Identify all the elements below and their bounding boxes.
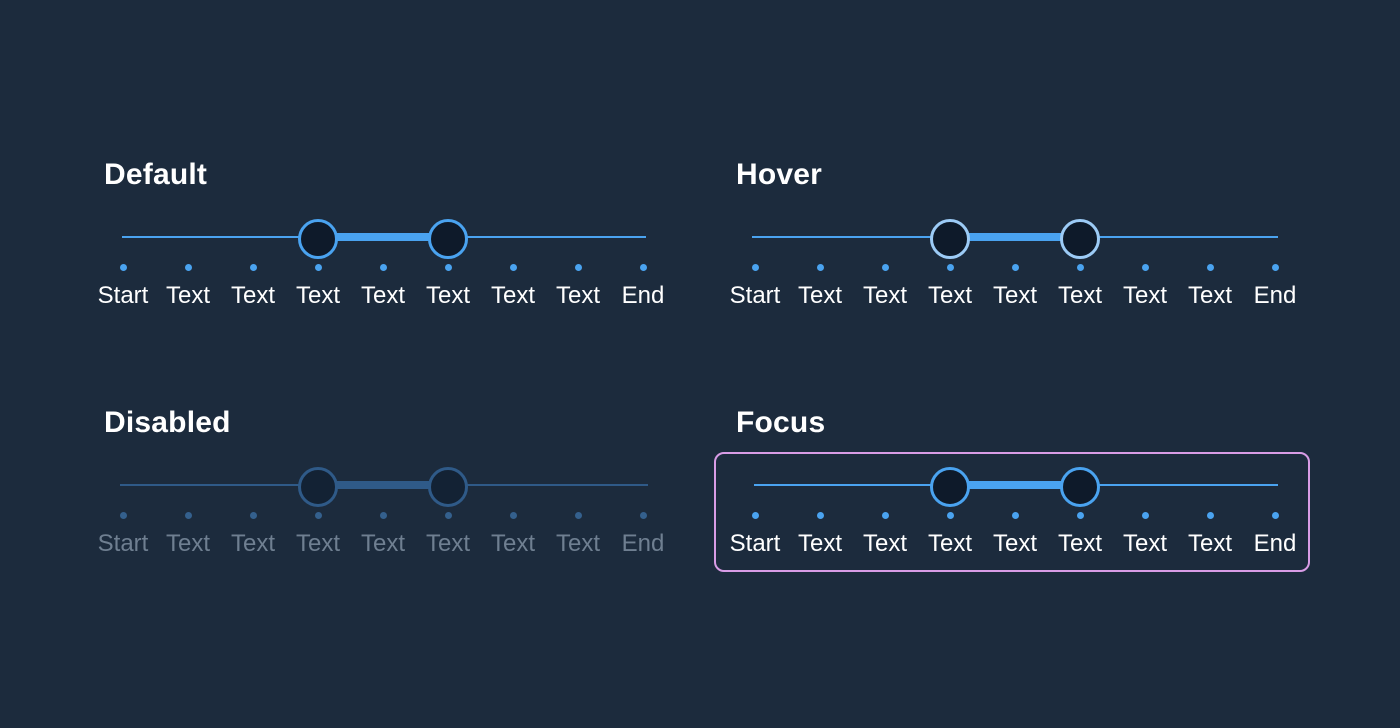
slider-tick-mark — [751, 264, 759, 271]
slider-tick-label: Text — [862, 530, 907, 557]
slider-tick-label: Text — [927, 282, 972, 309]
slider-tick-mark — [1271, 264, 1279, 271]
slider-tick-mark — [1011, 512, 1019, 519]
slider-tick-label: Text — [992, 282, 1037, 309]
slider-tick-mark — [1011, 264, 1019, 271]
slider-tick-mark — [1206, 264, 1214, 271]
slider-thumb-high[interactable] — [428, 219, 468, 259]
slider-tick-mark — [119, 512, 127, 519]
slider-thumb-low — [298, 467, 338, 507]
slider-tick-mark — [751, 512, 759, 519]
slider-tick-label: Text — [490, 282, 535, 309]
slider-tick-label: Text — [1187, 530, 1232, 557]
default-title: Default — [104, 158, 208, 191]
focus-title: Focus — [736, 406, 826, 439]
slider-tick-mark — [1141, 512, 1149, 519]
slider-thumb-high[interactable] — [1060, 219, 1100, 259]
slider-tick-label: End — [621, 282, 665, 309]
slider-tick-label: Text — [230, 530, 275, 557]
slider-thumb-low[interactable] — [930, 219, 970, 259]
slider-tick-label: Text — [797, 530, 842, 557]
slider-tick-mark — [184, 264, 192, 271]
slider-tick-label: Text — [1057, 282, 1102, 309]
slider-tick-label: Text — [425, 530, 470, 557]
hover-range-slider[interactable]: Start Text Text Text Text Text Text Text End — [727, 218, 1296, 328]
slider-tick-label: Start — [729, 530, 781, 557]
slider-tick-mark — [379, 264, 387, 271]
slider-tick-label: Text — [295, 530, 340, 557]
slider-thumb-low[interactable] — [930, 467, 970, 507]
slider-tick-mark — [946, 512, 954, 519]
slider-tick-mark — [444, 512, 452, 519]
slider-tick-label: Text — [230, 282, 275, 309]
slider-tick-mark — [184, 512, 192, 519]
slider-tick-label: Text — [862, 282, 907, 309]
slider-tick-label: Start — [729, 282, 781, 309]
slider-tick-mark — [249, 264, 257, 271]
slider-tick-label: Text — [490, 530, 535, 557]
slider-tick-label: Text — [555, 530, 600, 557]
slider-range-fill — [950, 481, 1080, 489]
slider-tick-label: End — [1253, 530, 1297, 557]
slider-tick-mark — [119, 264, 127, 271]
slider-tick-mark — [574, 264, 582, 271]
slider-tick-label: Text — [360, 282, 405, 309]
disabled-range-slider: Start Text Text Text Text Text Text Text End — [95, 466, 664, 576]
slider-tick-label: Text — [295, 282, 340, 309]
disabled-title: Disabled — [104, 406, 231, 439]
focus-range-slider[interactable]: Start Text Text Text Text Text Text Text End — [727, 466, 1296, 576]
slider-tick-label: End — [1253, 282, 1297, 309]
slider-tick-mark — [1206, 512, 1214, 519]
slider-tick-mark — [574, 512, 582, 519]
slider-tick-label: Text — [165, 530, 210, 557]
slider-tick-mark — [639, 512, 647, 519]
slider-tick-mark — [881, 512, 889, 519]
slider-tick-mark — [314, 264, 322, 271]
slider-tick-label: End — [621, 530, 665, 557]
slider-tick-label: Text — [797, 282, 842, 309]
slider-tick-label: Text — [425, 282, 470, 309]
slider-tick-mark — [881, 264, 889, 271]
slider-tick-label: Text — [1122, 530, 1167, 557]
slider-tick-label: Start — [97, 282, 149, 309]
slider-tick-mark — [509, 264, 517, 271]
default-range-slider[interactable]: Start Text Text Text Text Text Text Text End — [95, 218, 664, 328]
slider-tick-mark — [816, 264, 824, 271]
slider-thumb-high[interactable] — [1060, 467, 1100, 507]
slider-tick-mark — [379, 512, 387, 519]
slider-tick-mark — [816, 512, 824, 519]
slider-tick-mark — [509, 512, 517, 519]
focus-ring — [714, 452, 1310, 572]
slider-tick-label: Text — [992, 530, 1037, 557]
slider-tick-mark — [1076, 264, 1084, 271]
slider-thumb-low[interactable] — [298, 219, 338, 259]
slider-tick-mark — [946, 264, 954, 271]
slider-tick-label: Text — [1057, 530, 1102, 557]
slider-tick-label: Text — [360, 530, 405, 557]
slider-thumb-high — [428, 467, 468, 507]
slider-tick-mark — [639, 264, 647, 271]
slider-tick-mark — [249, 512, 257, 519]
slider-tick-mark — [444, 264, 452, 271]
slider-tick-label: Text — [1187, 282, 1232, 309]
slider-range-fill — [318, 233, 448, 241]
slider-tick-mark — [1141, 264, 1149, 271]
slider-tick-mark — [1076, 512, 1084, 519]
slider-tick-mark — [1271, 512, 1279, 519]
hover-title: Hover — [736, 158, 823, 191]
slider-range-fill — [318, 481, 448, 489]
slider-tick-mark — [314, 512, 322, 519]
slider-tick-label: Start — [97, 530, 149, 557]
slider-tick-label: Text — [927, 530, 972, 557]
slider-tick-label: Text — [555, 282, 600, 309]
slider-tick-label: Text — [165, 282, 210, 309]
slider-tick-label: Text — [1122, 282, 1167, 309]
slider-range-fill — [950, 233, 1080, 241]
